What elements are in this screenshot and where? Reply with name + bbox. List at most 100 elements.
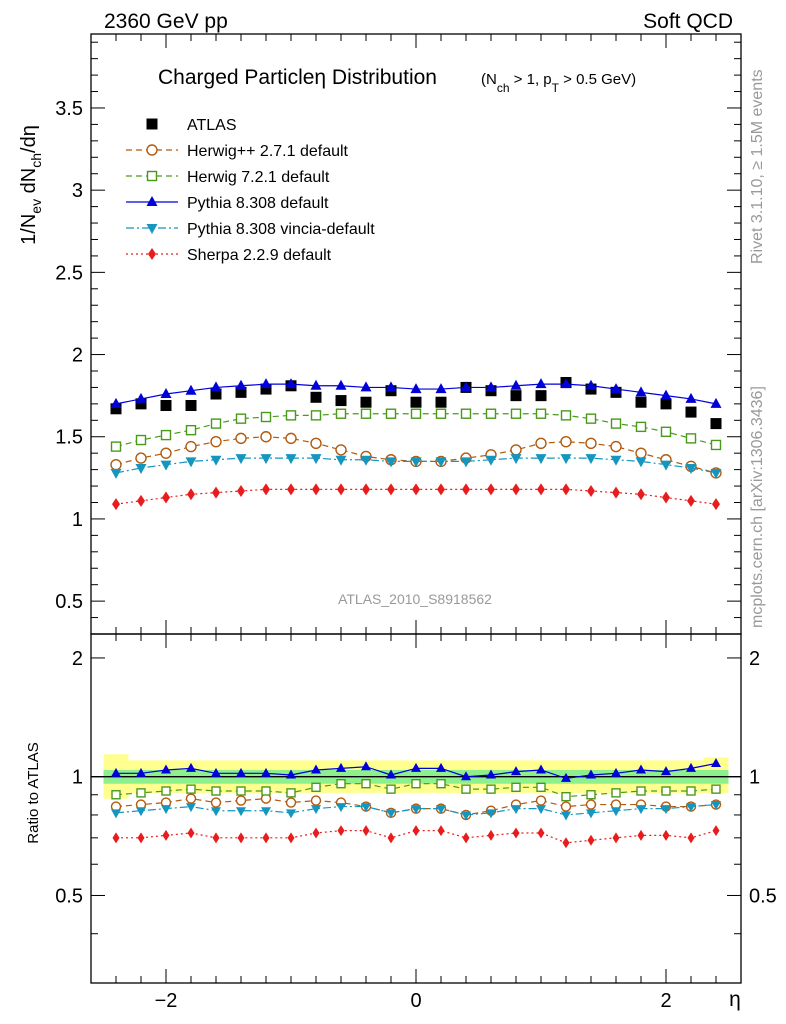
data-point xyxy=(210,797,222,808)
data-point xyxy=(310,379,322,390)
data-point xyxy=(337,825,345,837)
data-point xyxy=(562,837,570,849)
data-point xyxy=(511,805,521,815)
data-point xyxy=(360,455,372,466)
y-tick-label: 2 xyxy=(72,648,83,670)
data-point xyxy=(161,786,171,796)
series-pythia-8-308-vincia-default xyxy=(111,801,721,821)
data-point xyxy=(411,762,421,772)
data-point xyxy=(135,392,147,403)
y-tick-label: 1.5 xyxy=(55,427,83,449)
data-point xyxy=(135,452,147,464)
data-point xyxy=(435,408,447,419)
legend-label: ATLAS xyxy=(187,117,237,134)
data-point xyxy=(312,483,320,496)
data-point xyxy=(386,769,396,779)
data-point xyxy=(337,483,345,496)
data-point xyxy=(560,378,572,389)
data-point xyxy=(335,408,347,419)
data-point xyxy=(361,779,371,789)
data-point xyxy=(660,398,672,410)
data-point xyxy=(435,383,447,394)
data-point xyxy=(237,484,245,497)
data-point xyxy=(335,395,347,407)
legend-marker xyxy=(146,118,158,130)
data-point xyxy=(537,827,545,839)
legend-marker xyxy=(146,224,158,234)
x-tick-label: −2 xyxy=(155,990,178,1012)
ratio-axes: 0.5 0.5 1 1 2 2 −2 0 2 xyxy=(55,633,777,1012)
data-point xyxy=(136,807,146,817)
data-point xyxy=(310,410,322,421)
data-point xyxy=(185,424,197,436)
data-point xyxy=(336,803,346,813)
main-axes: 0.5 1 1.5 2 2.5 3 3.5 xyxy=(55,33,742,635)
data-point xyxy=(485,408,497,419)
series-line-herwig-2-7-1-default xyxy=(115,436,717,474)
legend-marker xyxy=(148,248,156,260)
data-point xyxy=(362,825,370,837)
data-point xyxy=(186,803,196,813)
data-point xyxy=(561,772,571,782)
data-point xyxy=(336,779,346,789)
data-point xyxy=(460,457,472,468)
y-tick-label-right: 2 xyxy=(749,648,760,670)
data-point xyxy=(410,457,422,468)
legend-marker xyxy=(146,196,158,206)
data-point xyxy=(110,403,122,415)
data-point xyxy=(385,457,397,468)
data-point xyxy=(286,809,296,819)
data-point xyxy=(561,791,571,802)
series-pythia-8-308-vincia-default xyxy=(110,454,722,479)
data-point xyxy=(610,440,622,453)
data-point xyxy=(560,410,572,421)
data-point xyxy=(187,827,195,839)
data-point xyxy=(235,454,247,465)
data-point xyxy=(135,398,147,410)
data-point xyxy=(286,788,296,798)
data-point xyxy=(335,455,347,466)
y-tick-label: 3 xyxy=(72,180,83,202)
data-point xyxy=(160,429,172,441)
data-point xyxy=(310,437,322,450)
series-sherpa-2-2-9-default xyxy=(112,825,720,849)
data-point xyxy=(585,379,597,390)
data-point xyxy=(210,381,222,392)
data-point xyxy=(210,388,222,400)
data-point xyxy=(611,807,621,817)
data-point xyxy=(535,408,547,419)
data-point xyxy=(560,435,572,448)
data-point xyxy=(311,782,321,793)
data-point xyxy=(236,807,246,817)
data-point xyxy=(161,805,171,815)
y-tick-label: 1 xyxy=(72,767,83,789)
y-tick-label: 0.5 xyxy=(55,885,83,907)
data-point xyxy=(412,483,420,496)
data-point xyxy=(187,488,195,501)
data-point xyxy=(312,827,320,839)
data-point xyxy=(462,483,470,496)
data-point xyxy=(612,486,620,499)
data-point xyxy=(111,767,121,777)
legend-item-pythia-8-308-default: Pythia 8.308 default xyxy=(126,195,329,212)
data-point xyxy=(137,494,145,507)
legend-label: Pythia 8.308 default xyxy=(187,195,329,212)
data-point xyxy=(236,767,246,777)
data-point xyxy=(660,389,672,400)
data-point xyxy=(210,435,222,448)
data-point xyxy=(662,491,670,504)
data-point xyxy=(637,488,645,501)
legend: ATLAS Herwig++ 2.7.1 default Herwig 7.2.1 … xyxy=(126,117,375,264)
data-point xyxy=(712,498,720,511)
data-point xyxy=(260,431,272,443)
data-point xyxy=(710,397,722,408)
data-point xyxy=(185,793,197,804)
data-point xyxy=(461,784,471,794)
data-point xyxy=(185,384,197,395)
y-tick-label: 3.5 xyxy=(55,98,83,120)
data-point xyxy=(436,805,446,815)
x-tick-label: 2 xyxy=(660,990,671,1012)
data-point xyxy=(485,381,497,392)
legend-label: Sherpa 2.2.9 default xyxy=(187,247,332,264)
